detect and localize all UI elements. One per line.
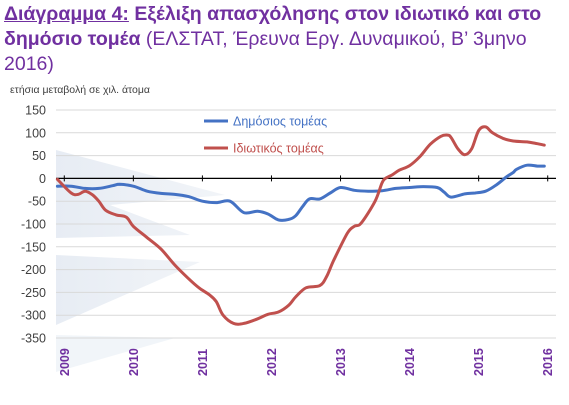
legend: Δημόσιος τομέας Ιδιωτικός τομέας [204, 115, 327, 156]
series-line-1 [55, 125, 546, 326]
x-axis-ticks: 2009 2010 2011 2012 2013 2014 2015 2016 [58, 175, 555, 376]
x-tick-label: 2015 [472, 348, 486, 376]
x-tick-label: 2010 [127, 348, 141, 376]
y-unit-label: ετήσια μεταβολή σε χιλ. άτομα [10, 84, 150, 96]
background-watermark [56, 150, 225, 372]
legend-label: Ιδιωτικός τομέας [233, 142, 324, 156]
y-tick-label: -200 [21, 263, 46, 277]
x-tick-label: 2009 [58, 348, 72, 376]
series-line-0 [55, 163, 546, 222]
title-main: Εξέλιξη απασχόλησης στον ιδιωτικό και στ… [4, 3, 542, 50]
y-axis-ticks: 150 100 50 0 -50 -100 -150 -200 -250 -300 -350 [21, 104, 46, 346]
y-tick-label: -300 [21, 309, 46, 323]
x-tick-label: 2013 [334, 348, 348, 376]
x-tick-label: 2012 [265, 348, 279, 376]
y-tick-label: -150 [21, 240, 46, 254]
x-tick-label: 2011 [196, 349, 210, 376]
legend-label: Δημόσιος τομέας [233, 115, 327, 129]
title-source: (ΕΛΣΤΑΤ, Έρευνα Εργ. Δυναμικού, Β’ 3μηνο… [4, 28, 527, 75]
series-lines [55, 125, 546, 326]
title-lead: Διάγραμμα 4: [4, 3, 129, 25]
y-tick-label: -50 [28, 195, 46, 209]
grid-lines [56, 109, 556, 339]
y-tick-label: 100 [25, 126, 46, 140]
y-tick-label: -350 [21, 332, 46, 346]
x-tick-label: 2014 [403, 348, 417, 376]
y-tick-label: 50 [32, 149, 46, 163]
y-tick-label: 150 [25, 104, 46, 118]
chart-title: Διάγραμμα 4: Εξέλιξη απασχόλησης στον ιδ… [4, 2, 564, 77]
y-tick-label: -100 [21, 218, 46, 232]
y-tick-label: 0 [39, 172, 46, 186]
x-tick-label: 2016 [541, 348, 555, 376]
y-tick-label: -250 [21, 286, 46, 300]
